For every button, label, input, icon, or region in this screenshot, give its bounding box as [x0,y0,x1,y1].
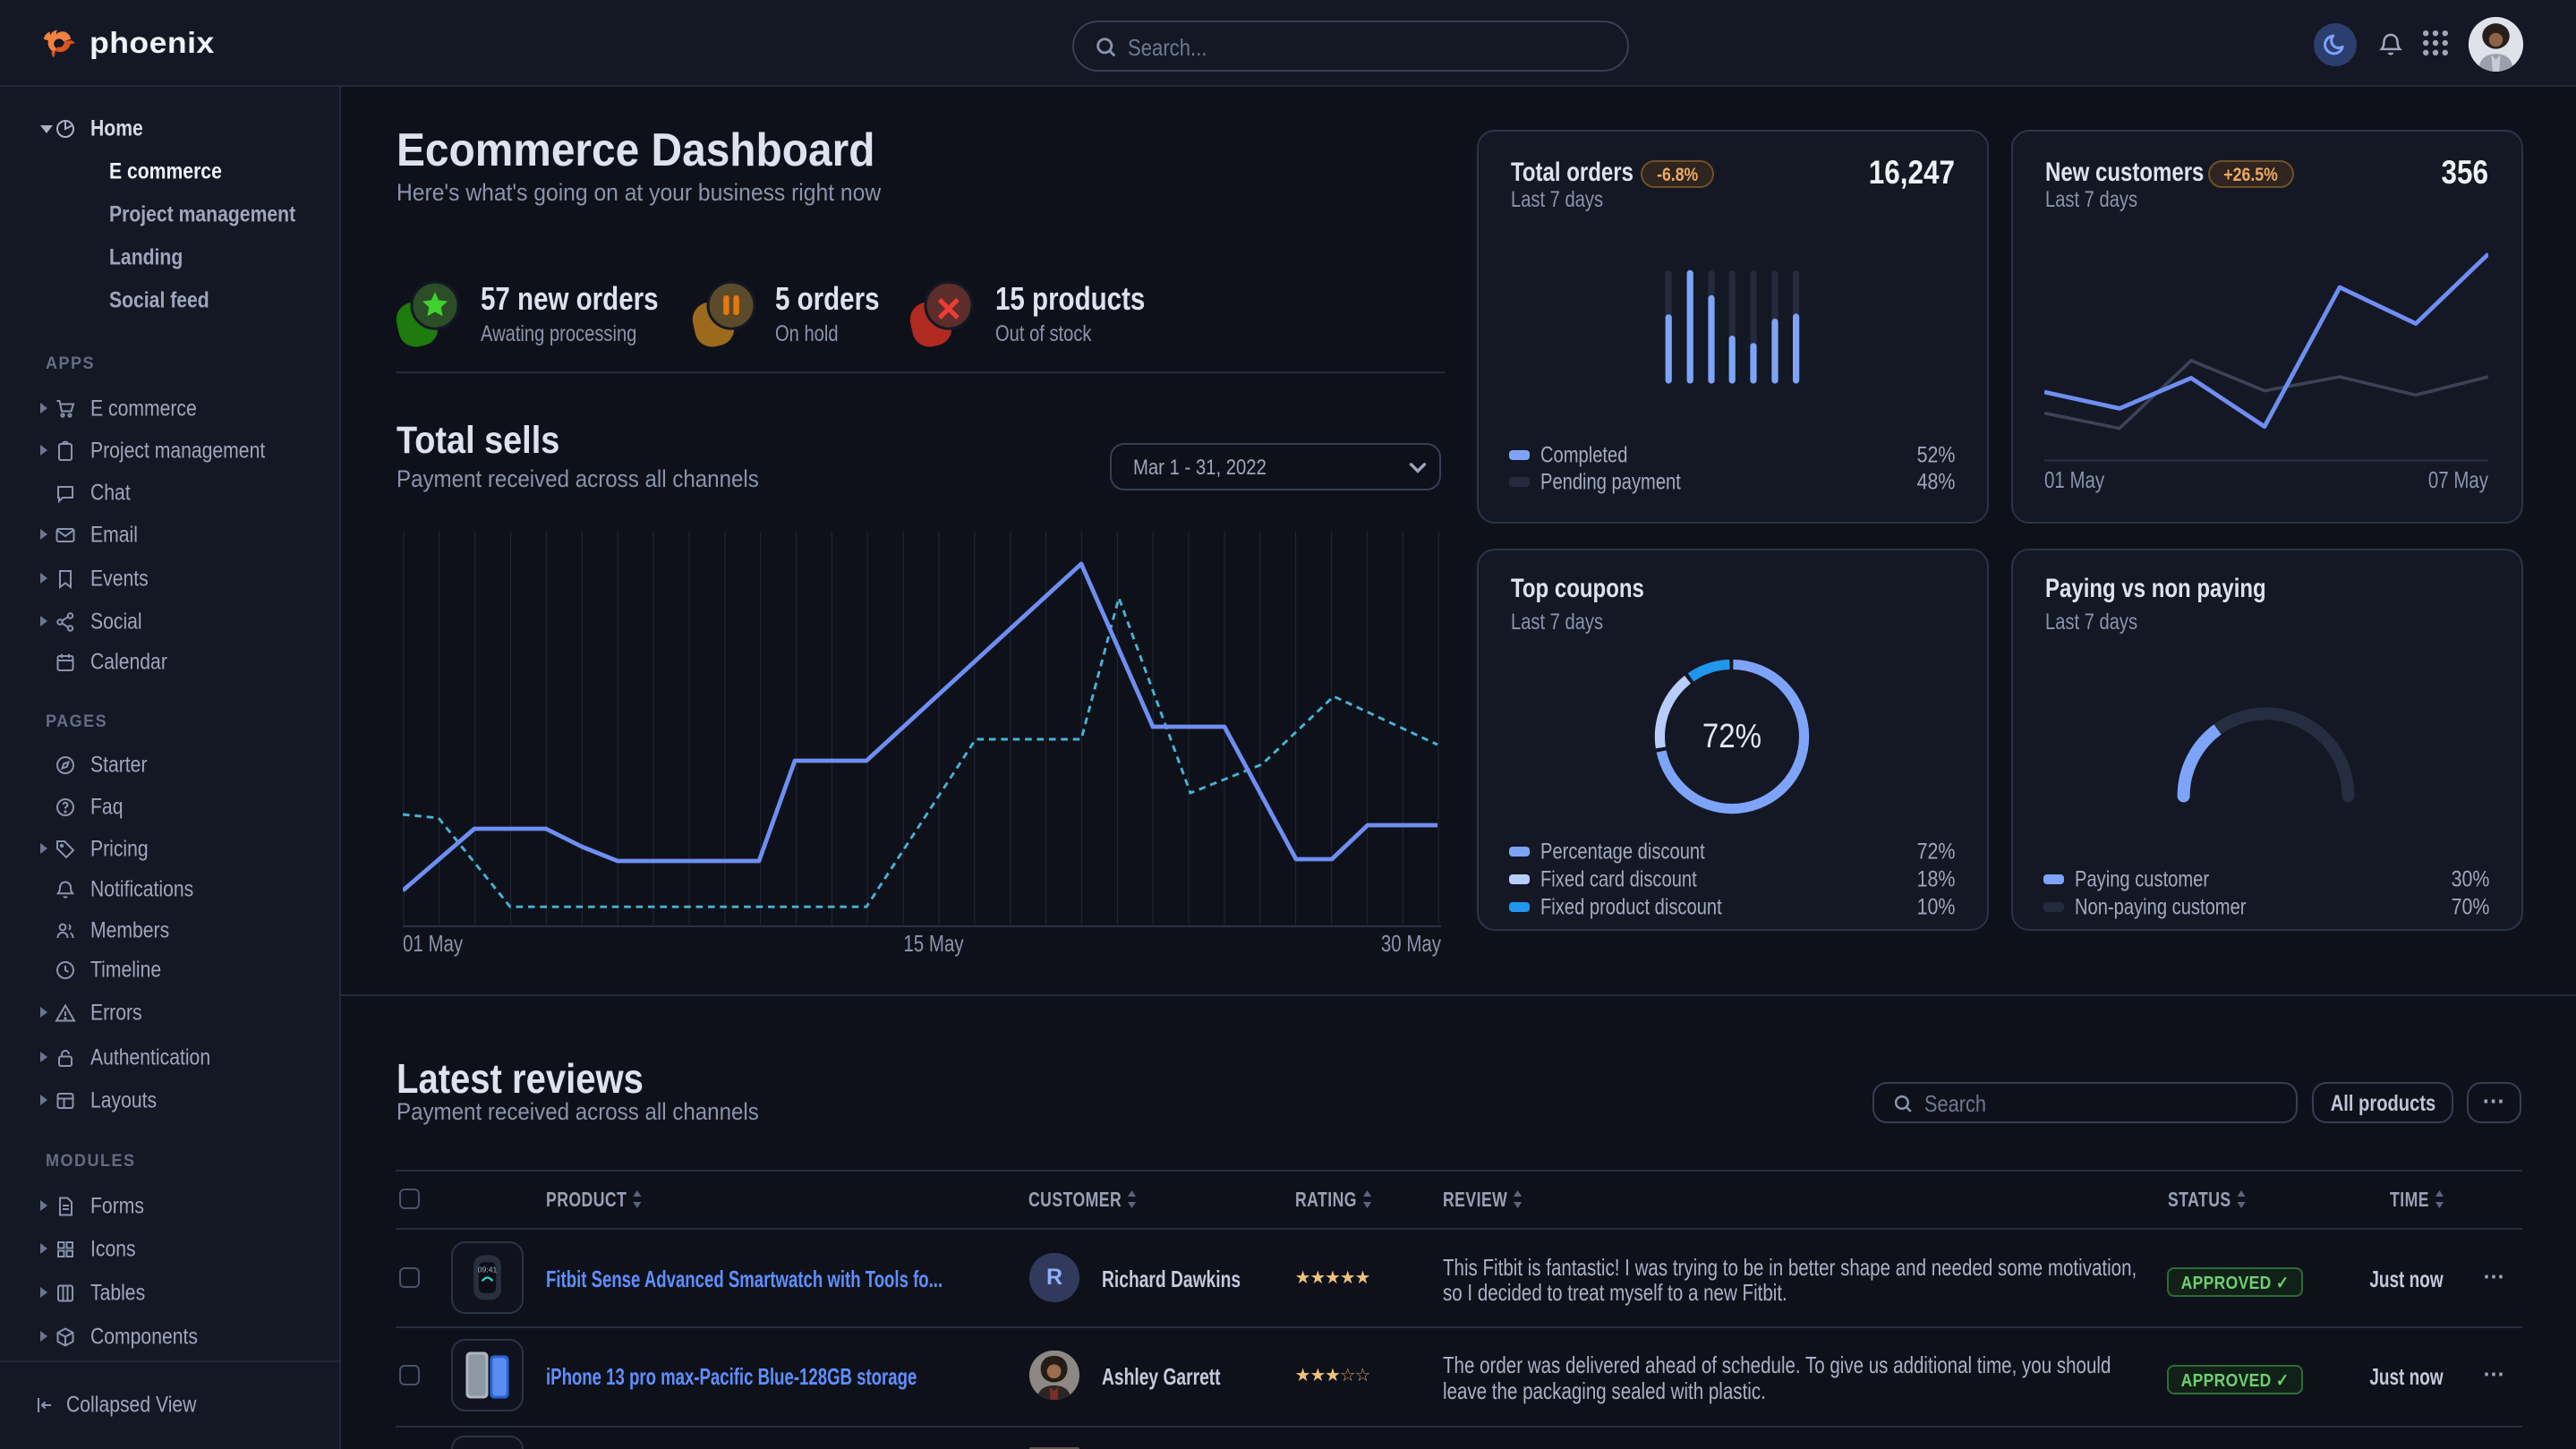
svg-text:09:41: 09:41 [478,1266,498,1274]
